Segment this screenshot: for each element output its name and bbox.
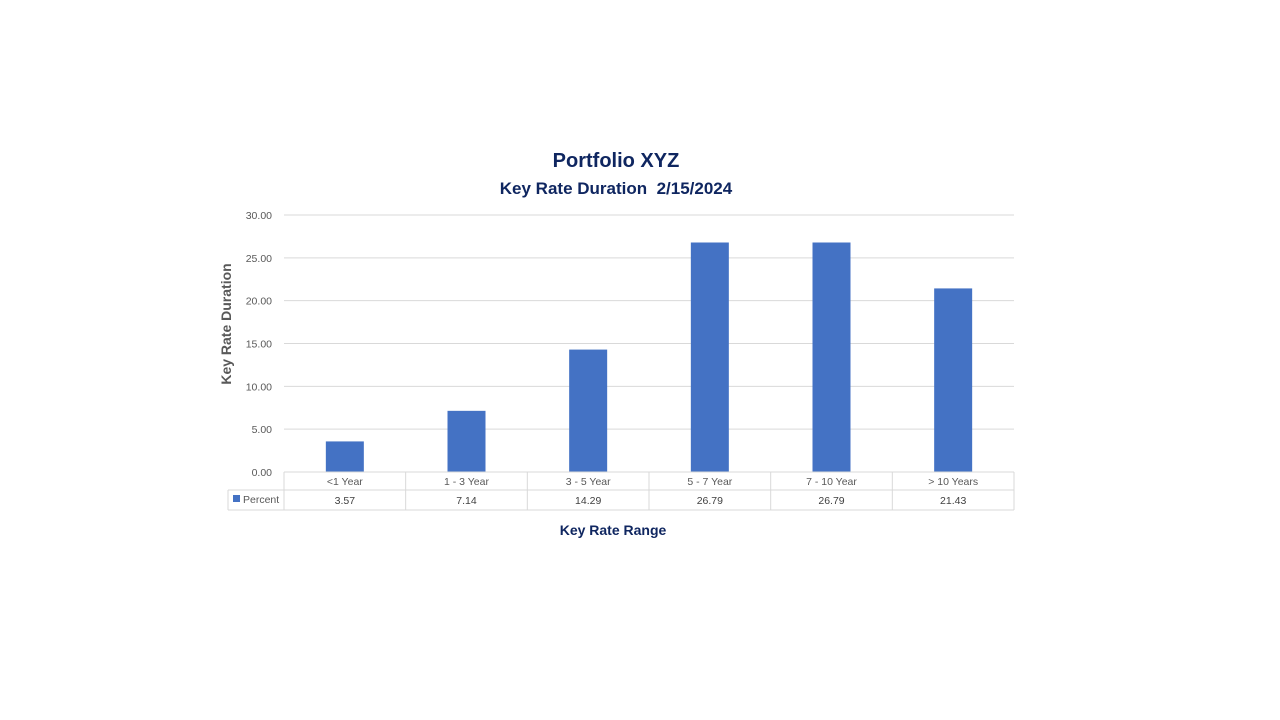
bar (934, 288, 973, 472)
x-axis-title: Key Rate Range (560, 522, 667, 538)
bar (569, 349, 608, 472)
category-label: 3 - 5 Year (566, 476, 611, 488)
y-axis-title: Key Rate Duration (218, 263, 234, 384)
data-table: <1 Year 1 - 3 Year 3 - 5 Year 5 - 7 Year 7 -… (227, 471, 1015, 511)
y-tick-label: 15.00 (246, 339, 272, 351)
bars (325, 242, 973, 472)
category-label: > 10 Years (928, 476, 978, 488)
data-label: 21.43 (940, 495, 966, 507)
bar (447, 410, 486, 472)
data-label: 26.79 (697, 495, 723, 507)
data-label: 7.14 (456, 495, 477, 507)
category-label: <1 Year (327, 476, 363, 488)
category-label: 1 - 3 Year (444, 476, 489, 488)
y-tick-label: 30.00 (246, 210, 272, 222)
data-label: 26.79 (818, 495, 844, 507)
bar (690, 242, 729, 472)
data-label: 3.57 (335, 495, 356, 507)
legend-series-name: Percent (243, 494, 279, 506)
chart-subtitle: Key Rate Duration 2/15/2024 (500, 179, 733, 198)
y-tick-label: 0.00 (252, 467, 273, 479)
category-label: 5 - 7 Year (687, 476, 732, 488)
bar (325, 441, 364, 472)
data-label: 14.29 (575, 495, 601, 507)
y-tick-label: 25.00 (246, 253, 272, 265)
legend-key (233, 495, 240, 502)
y-tick-label: 20.00 (246, 296, 272, 308)
y-tick-label: 10.00 (246, 381, 272, 393)
y-axis-ticks: 0.00 5.00 10.00 15.00 20.00 25.00 30.00 (246, 210, 272, 479)
chart-title: Portfolio XYZ (553, 150, 680, 172)
y-tick-label: 5.00 (252, 424, 273, 436)
bar (812, 242, 851, 472)
category-label: 7 - 10 Year (806, 476, 857, 488)
gridlines (284, 214, 1014, 430)
